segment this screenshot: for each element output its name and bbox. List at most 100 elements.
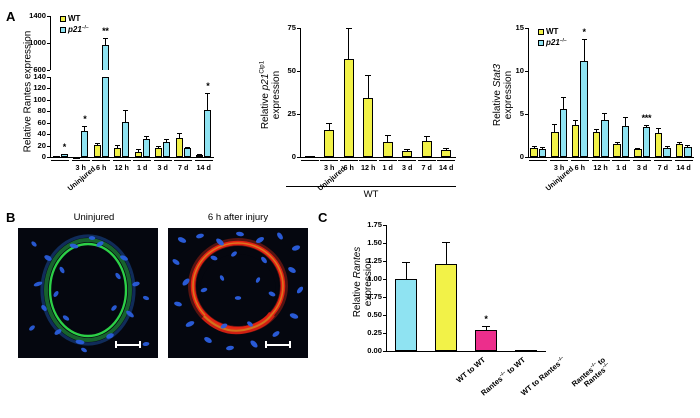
injured-vessel-image xyxy=(168,228,308,358)
bar xyxy=(402,151,412,157)
error-bar-cap xyxy=(561,97,566,98)
legend-label: WT xyxy=(68,14,80,24)
error-bar-cap xyxy=(573,120,578,121)
y-tick-label: 1400 xyxy=(20,12,46,20)
x-group-tick xyxy=(92,160,110,161)
error-bar-cap xyxy=(164,139,169,140)
error-bar xyxy=(348,28,349,59)
bar xyxy=(135,152,142,157)
scale-bar-cap-left-injured xyxy=(265,341,267,348)
error-bar xyxy=(125,110,126,122)
error-bar-cap xyxy=(385,135,391,136)
y-tick-mark xyxy=(47,134,50,135)
error-bar-cap xyxy=(326,123,332,124)
error-bar xyxy=(207,93,208,110)
bar xyxy=(572,125,579,157)
x-group-tick xyxy=(398,160,416,161)
legend-swatch-icon xyxy=(60,16,66,22)
error-bar-cap xyxy=(62,154,67,155)
significance-marker: * xyxy=(573,28,595,37)
error-bar-cap xyxy=(677,142,682,143)
y-tick-mark xyxy=(47,16,50,17)
bar xyxy=(643,127,650,157)
bar xyxy=(593,132,600,157)
x-group-tick xyxy=(437,160,455,161)
x-group-tick xyxy=(195,160,213,161)
x-tick-label: 14 d xyxy=(670,164,698,171)
scale-bar-cap-left-uninjured xyxy=(115,341,117,348)
error-bar-cap xyxy=(404,149,410,150)
x-group-tick xyxy=(359,160,377,161)
y-tick-mark xyxy=(525,157,528,158)
y-tick-label: 25 xyxy=(274,110,296,118)
y-tick-mark xyxy=(383,297,386,298)
legend-swatch-icon xyxy=(538,29,544,35)
error-bar-cap xyxy=(685,145,690,146)
legend-item-p21: p21–/– xyxy=(60,25,89,35)
x-group-tick xyxy=(51,160,69,161)
x-group-tick xyxy=(592,160,610,161)
error-bar xyxy=(625,117,626,126)
y-tick-label: 1.00 xyxy=(354,275,382,283)
error-bar-cap xyxy=(197,154,202,155)
significance-marker: * xyxy=(199,82,217,91)
x-group-tick xyxy=(675,160,693,161)
y-tick-label: 120 xyxy=(22,84,46,92)
error-bar-cap xyxy=(442,242,450,243)
significance-marker: *** xyxy=(635,114,657,123)
bar-upper-segment xyxy=(102,45,109,70)
bar xyxy=(163,142,170,157)
error-bar-cap xyxy=(136,149,141,150)
legend-label: p21–/– xyxy=(546,38,567,48)
error-bar-cap xyxy=(424,136,430,137)
bar xyxy=(81,131,88,157)
legend-item-p21: p21–/– xyxy=(538,38,567,48)
x-group-tick xyxy=(633,160,651,161)
significance-marker: * xyxy=(477,315,495,324)
group-label-wt: WT xyxy=(286,189,456,200)
error-bar-cap xyxy=(594,129,599,130)
scale-bar-cap-right-uninjured xyxy=(139,341,141,348)
y-tick-label: 1000 xyxy=(20,39,46,47)
y-tick-label: 140 xyxy=(22,73,46,81)
injured-vessel-svg xyxy=(168,228,308,358)
bar xyxy=(184,148,191,157)
x-group-tick xyxy=(550,160,568,161)
legend-item-wt: WT xyxy=(60,14,89,24)
significance-marker: * xyxy=(55,143,73,152)
scale-bar-uninjured xyxy=(116,344,140,346)
bar xyxy=(395,279,417,351)
bar xyxy=(601,120,608,157)
y-tick-label: 5 xyxy=(504,110,524,118)
y-tick-label: 1.50 xyxy=(354,239,382,247)
y-tick-mark xyxy=(525,71,528,72)
bar xyxy=(684,147,691,157)
bar xyxy=(102,77,109,157)
scale-bar-cap-right-injured xyxy=(289,341,291,348)
y-tick-mark xyxy=(297,28,300,29)
bar xyxy=(94,145,101,157)
bar xyxy=(383,142,393,157)
bar xyxy=(73,157,80,159)
bar xyxy=(676,144,683,157)
error-bar-cap xyxy=(346,28,352,29)
y-tick-label: 0 xyxy=(274,153,296,161)
bar xyxy=(196,155,203,157)
x-group-tick xyxy=(174,160,192,161)
x-group-tick xyxy=(72,160,90,161)
error-bar-cap xyxy=(115,145,120,146)
error-bar-cap xyxy=(402,262,410,263)
legend-label: p21–/– xyxy=(68,25,89,35)
y-tick-label: 75 xyxy=(274,24,296,32)
bar xyxy=(61,154,68,157)
y-tick-mark xyxy=(47,123,50,124)
y-tick-label: 0.00 xyxy=(354,347,382,355)
y-tick-mark xyxy=(383,333,386,334)
bar xyxy=(539,149,546,157)
